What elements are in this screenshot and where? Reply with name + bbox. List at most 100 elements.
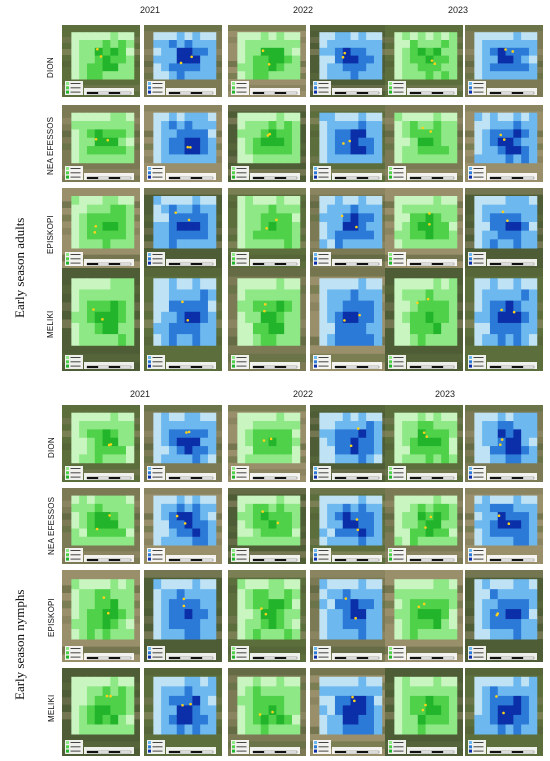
- heat-cell: [184, 63, 193, 72]
- heat-cell: [245, 520, 254, 530]
- scale-bar-segment: [489, 176, 502, 180]
- heat-cell: [79, 503, 88, 513]
- heat-cell: [153, 724, 162, 735]
- scale-bar-segment: [431, 91, 444, 95]
- heat-cell: [153, 579, 162, 590]
- legend-line: [473, 365, 484, 367]
- heat-cell: [207, 437, 217, 447]
- field-stripe: [310, 25, 388, 31]
- heat-cell: [125, 454, 135, 464]
- heat-cell: [334, 512, 344, 521]
- scale-bar-segment: [511, 262, 524, 266]
- heat-cell: [291, 676, 301, 687]
- heat-cell: [521, 520, 530, 530]
- heat-cell: [176, 495, 186, 505]
- heat-cell: [284, 609, 293, 620]
- heat-cell: [125, 146, 135, 155]
- field-stripe: [62, 105, 140, 112]
- heat-cell: [94, 705, 104, 716]
- heat-cell: [184, 676, 193, 687]
- field-stripe: [144, 646, 222, 655]
- heat-cell: [192, 724, 201, 735]
- heat-cell: [441, 213, 450, 223]
- heat-cell: [366, 47, 375, 57]
- scale-bar-segment: [285, 656, 298, 660]
- heat-cell: [252, 129, 262, 139]
- heat-cell: [497, 503, 507, 513]
- heat-cell: [394, 40, 403, 49]
- heat-cell: [513, 536, 522, 546]
- heat-cell: [474, 724, 483, 735]
- heat-cell: [474, 137, 483, 147]
- legend-line: [473, 91, 484, 93]
- heat-cell: [207, 112, 217, 122]
- scale-bar-box: [332, 362, 382, 369]
- heat-cell: [366, 322, 375, 335]
- heat-cell: [521, 47, 530, 57]
- heat-cell: [373, 421, 383, 430]
- legend-swatch: [469, 741, 472, 744]
- heat-cell: [342, 528, 352, 538]
- heat-cell: [350, 503, 359, 513]
- legend-swatch: [148, 253, 151, 256]
- heat-cell: [118, 520, 127, 530]
- heat-cell: [448, 676, 458, 687]
- heat-cell: [110, 536, 119, 546]
- legend-line: [70, 554, 81, 556]
- heat-cell: [350, 686, 359, 697]
- heat-cell: [366, 32, 375, 41]
- legend-swatch: [314, 749, 317, 753]
- scale-bar-box: [84, 362, 134, 369]
- heat-cell: [94, 196, 104, 206]
- scale-bar-box: [166, 362, 216, 369]
- heat-cell: [319, 695, 328, 706]
- map-image: [228, 570, 306, 662]
- scale-bar-segment: [409, 656, 422, 660]
- heat-cell: [184, 230, 193, 240]
- heat-cell: [402, 278, 411, 290]
- site-label-dion: DION: [46, 57, 55, 78]
- heat-cell: [161, 311, 170, 324]
- heat-cell: [94, 121, 104, 130]
- heat-cell: [291, 512, 301, 521]
- heat-cell: [284, 129, 293, 139]
- heat-cell: [402, 695, 411, 706]
- heat-cell: [505, 724, 514, 735]
- heat-cell: [528, 300, 538, 313]
- heat-cell: [245, 334, 254, 346]
- heat-cell: [505, 137, 514, 147]
- heat-cell: [291, 495, 301, 505]
- heat-cell: [291, 213, 301, 223]
- heat-cell: [102, 322, 111, 335]
- heat-cell: [237, 589, 246, 600]
- heat-cell: [448, 300, 458, 313]
- heat-cell: [125, 437, 135, 447]
- heat-cell: [268, 63, 277, 72]
- heat-cell: [334, 204, 344, 214]
- scale-bar-segment: [179, 476, 192, 480]
- heat-cell: [482, 55, 491, 64]
- heat-cell: [102, 629, 111, 640]
- heat-cell: [489, 412, 499, 422]
- heat-cell: [192, 421, 201, 430]
- heat-cell: [334, 714, 344, 725]
- legend-line: [152, 652, 163, 654]
- heat-cell: [291, 239, 301, 249]
- heat-cell: [176, 446, 186, 455]
- heat-cell: [192, 63, 201, 72]
- trap-marker: [421, 708, 425, 712]
- heat-cell: [497, 63, 507, 72]
- map-image: [228, 188, 306, 268]
- legend-swatch: [389, 167, 392, 170]
- legend-swatch: [232, 749, 235, 753]
- heat-cell: [94, 536, 104, 546]
- heat-cell: [342, 446, 352, 455]
- heat-cell: [319, 146, 328, 155]
- heat-cell: [394, 446, 403, 455]
- heat-cell: [237, 334, 246, 346]
- field-stripe: [228, 488, 306, 495]
- legend-swatch: [469, 647, 472, 650]
- heat-cell: [497, 204, 507, 214]
- heat-cell: [409, 71, 419, 80]
- legend-line: [152, 476, 163, 478]
